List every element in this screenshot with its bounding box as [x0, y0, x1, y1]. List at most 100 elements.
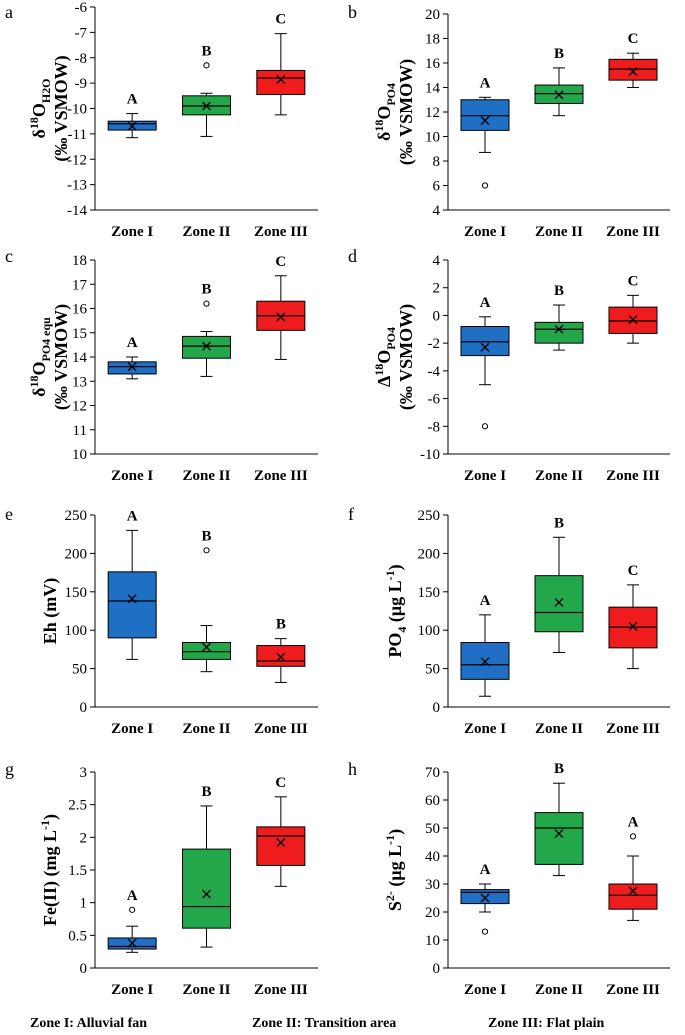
significance-letter: C [628, 563, 639, 579]
significance-letter: C [628, 273, 639, 289]
y-tick-label: -14 [67, 203, 87, 219]
box-zone-ii: B [534, 283, 584, 351]
iqr-box [107, 361, 157, 375]
box-zone-iii: C [608, 273, 658, 344]
y-tick-label: -9 [75, 76, 88, 92]
y-tick-label: 15 [72, 326, 87, 342]
y-tick-label: 14 [425, 81, 441, 97]
y-tick-label: 1 [80, 896, 88, 912]
outlier-point [203, 300, 210, 307]
y-tick-label: -7 [75, 25, 88, 41]
y-tick-label: 50 [425, 821, 440, 837]
panel-letter: b [348, 2, 357, 22]
significance-letter: B [276, 617, 286, 633]
x-category-label: Zone II [183, 468, 231, 484]
iqr-box [534, 812, 584, 865]
x-category-label: Zone I [111, 468, 153, 484]
significance-letter: A [127, 508, 138, 524]
y-tick-label: 14 [72, 350, 88, 366]
box-zone-iii: C [256, 254, 306, 360]
x-category-label: Zone III [254, 468, 308, 484]
iqr-box [534, 575, 584, 633]
y-tick-label: 4 [433, 253, 441, 269]
significance-letter: A [127, 888, 138, 904]
y-tick-label: -10 [420, 447, 440, 463]
mean-marker [276, 74, 286, 84]
outlier-point [481, 182, 489, 189]
significance-letter: C [628, 31, 639, 47]
y-tick-label: 60 [425, 793, 440, 809]
y-tick-label: -6 [75, 0, 88, 16]
y-axis-title: δ18OH2O [27, 78, 53, 138]
y-tick-label: 16 [425, 56, 441, 72]
y-tick-label: 10 [425, 130, 440, 146]
y-tick-label: 40 [425, 849, 440, 865]
x-category-label: Zone I [464, 468, 506, 484]
mean-marker [127, 938, 137, 948]
mean-marker [480, 657, 490, 667]
y-axis-title: Eh (mV) [40, 578, 61, 645]
box-zone-i: A [107, 335, 157, 380]
y-tick-label: 100 [65, 623, 88, 639]
y-tick-label: 3 [80, 765, 88, 781]
iqr-box [182, 641, 231, 660]
y-tick-label: 2 [80, 830, 88, 846]
box-zone-i: A [107, 92, 157, 139]
x-category-label: Zone III [254, 982, 308, 998]
mean-marker [202, 101, 211, 111]
y-axis-title: Δ18OPO4 [372, 327, 398, 387]
y-tick-label: 200 [65, 546, 88, 562]
x-category-label: Zone I [111, 721, 153, 737]
significance-letter: A [480, 862, 491, 878]
y-axis-title: (‰ VSMOW) [51, 55, 72, 161]
y-tick-label: 0 [433, 961, 441, 977]
iqr-box [534, 321, 584, 344]
iqr-box [107, 571, 157, 639]
y-tick-label: 0 [433, 700, 441, 716]
y-tick-label: 250 [65, 508, 88, 524]
mean-marker [480, 116, 490, 126]
box-zone-iii: C [608, 563, 658, 670]
iqr-box [460, 889, 510, 905]
x-category-label: Zone I [111, 224, 153, 240]
y-tick-label: -12 [67, 152, 87, 168]
x-category-label: Zone I [464, 982, 506, 998]
mean-marker [628, 67, 638, 77]
significance-letter: A [480, 593, 491, 609]
y-tick-label: 1.5 [68, 863, 87, 879]
y-tick-label: 150 [418, 585, 441, 601]
outlier-point [203, 547, 210, 554]
iqr-box [182, 848, 231, 929]
mean-marker [480, 342, 490, 352]
significance-letter: B [201, 282, 211, 298]
y-tick-label: 2 [433, 281, 441, 297]
significance-letter: C [275, 12, 286, 28]
y-tick-label: 30 [425, 877, 440, 893]
mean-marker [554, 90, 564, 100]
panel-d: d -10 -8 -6 -4 -2 0 2 4 Δ18OPO4(‰ VSMOW) Zone I Zon… [348, 246, 670, 484]
y-tick-label: -10 [67, 102, 87, 118]
iqr-box [460, 99, 510, 131]
y-tick-label: 200 [418, 546, 441, 562]
outlier-point [481, 423, 489, 430]
x-category-label: Zone III [606, 468, 660, 484]
y-tick-label: 20 [425, 905, 440, 921]
mean-marker [202, 889, 211, 899]
box-zone-iii: B [256, 617, 306, 683]
iqr-box [460, 326, 510, 357]
significance-letter: A [628, 814, 639, 830]
panel-g: g 0 0.5 1 1.5 2 2.5 3 Fe(II) (mg L-1) Zone I Zone … [5, 759, 318, 998]
significance-letter: B [554, 761, 564, 777]
y-tick-label: 8 [433, 154, 441, 170]
significance-letter: B [201, 784, 211, 800]
y-tick-label: 50 [425, 662, 440, 678]
mean-marker [554, 829, 564, 839]
y-tick-label: 0 [433, 308, 441, 324]
panel-letter: c [5, 246, 13, 266]
mean-marker [554, 324, 564, 334]
iqr-box [182, 335, 231, 359]
y-tick-label: 13 [72, 374, 87, 390]
mean-marker [276, 838, 286, 848]
